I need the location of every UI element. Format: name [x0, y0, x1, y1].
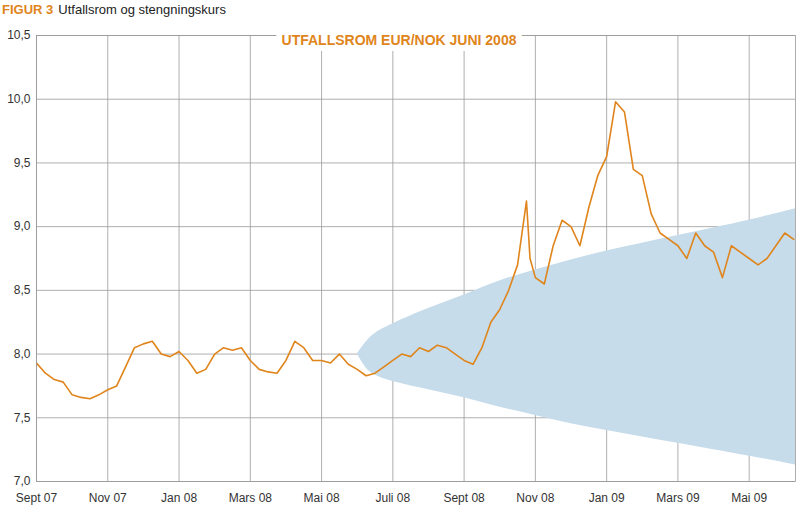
svg-text:7,0: 7,0	[14, 474, 31, 488]
svg-text:Nov 08: Nov 08	[516, 491, 554, 505]
svg-text:Sept 08: Sept 08	[443, 491, 485, 505]
svg-text:Mai 09: Mai 09	[731, 491, 767, 505]
svg-text:Nov 07: Nov 07	[89, 491, 127, 505]
svg-text:UTFALLSROM EUR/NOK JUNI 2008: UTFALLSROM EUR/NOK JUNI 2008	[282, 32, 517, 48]
svg-text:Mars 08: Mars 08	[229, 491, 273, 505]
svg-text:8,5: 8,5	[14, 283, 31, 297]
svg-text:8,0: 8,0	[14, 347, 31, 361]
svg-text:Mai 08: Mai 08	[304, 491, 340, 505]
svg-text:Sept 07: Sept 07	[16, 491, 58, 505]
html-text:FIGUR 3 Utfallsrom og stengnin: FIGUR 3 Utfallsrom og stengningskurs	[2, 2, 226, 17]
svg-text:Jan 09: Jan 09	[589, 491, 625, 505]
svg-text:10,0: 10,0	[7, 92, 31, 106]
svg-text:10,5: 10,5	[7, 28, 31, 42]
svg-text:Mars 09: Mars 09	[656, 491, 700, 505]
svg-text:9,5: 9,5	[14, 156, 31, 170]
svg-text:Juli 08: Juli 08	[375, 491, 410, 505]
svg-text:7,5: 7,5	[14, 411, 31, 425]
svg-text:Jan 08: Jan 08	[161, 491, 197, 505]
svg-text:9,0: 9,0	[14, 219, 31, 233]
